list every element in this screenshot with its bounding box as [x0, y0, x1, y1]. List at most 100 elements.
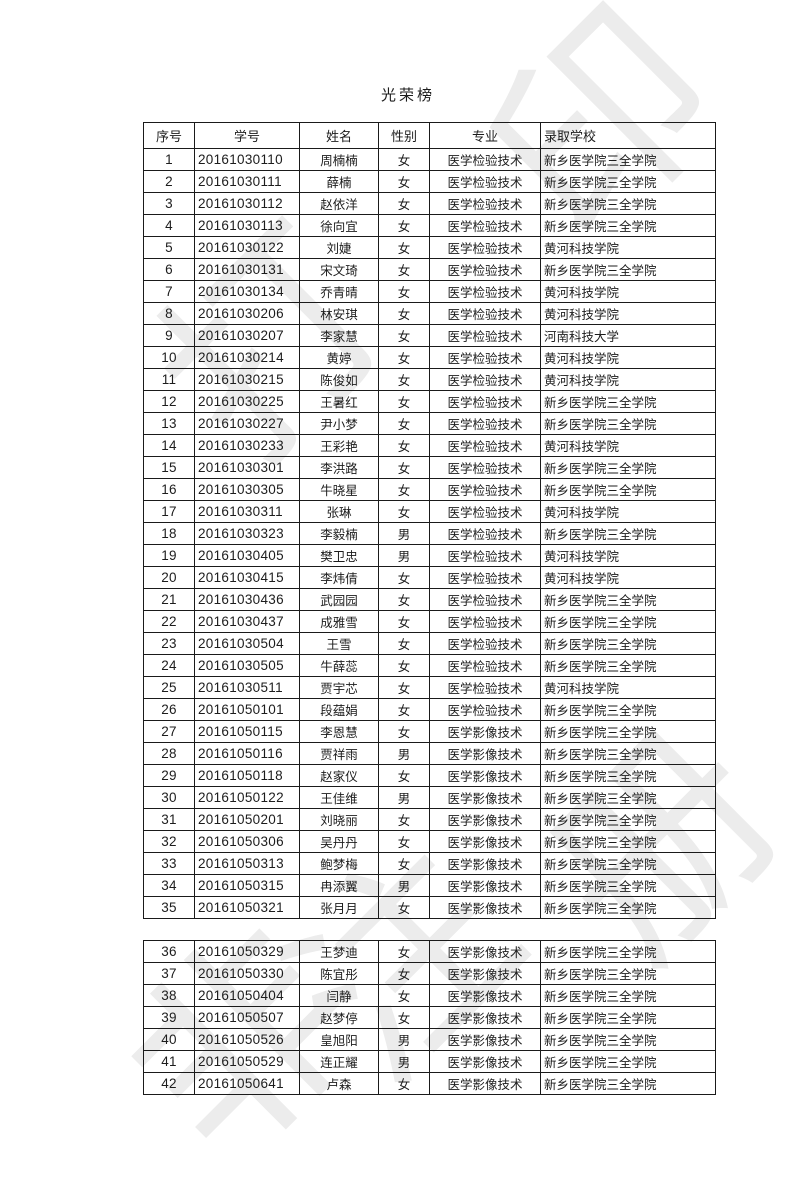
cell-school: 新乡医学院三全学院	[540, 786, 716, 809]
cell-gender: 女	[378, 962, 430, 985]
cell-gender: 女	[378, 236, 430, 259]
cell-serial: 32	[143, 830, 195, 853]
cell-student-id: 20161050313	[194, 852, 300, 875]
table-row: 31 20161050201 刘晓丽女医学影像技术 新乡医学院三全学院	[143, 808, 716, 831]
table-row: 42 20161050641 卢森女医学影像技术 新乡医学院三全学院	[143, 1072, 716, 1095]
cell-major: 医学影像技术	[429, 874, 541, 897]
cell-serial: 29	[143, 764, 195, 787]
cell-gender: 女	[378, 456, 430, 479]
cell-school: 新乡医学院三全学院	[540, 720, 716, 743]
table-row: 30 20161050122 王佳维男医学影像技术 新乡医学院三全学院	[143, 786, 716, 809]
cell-gender: 女	[378, 588, 430, 611]
table-row: 19 20161030405 樊卫忠男医学检验技术 黄河科技学院	[143, 544, 716, 567]
table-row: 10 20161030214 黄婷女医学检验技术 黄河科技学院	[143, 346, 716, 369]
cell-major: 医学影像技术	[429, 720, 541, 743]
cell-serial: 17	[143, 500, 195, 523]
cell-school: 新乡医学院三全学院	[540, 522, 716, 545]
cell-gender: 女	[378, 192, 430, 215]
cell-school: 新乡医学院三全学院	[540, 1072, 716, 1095]
honor-roll-table-lower: 36 20161050329 王梦迪女医学影像技术 新乡医学院三全学院 37 201610…	[143, 940, 716, 1095]
table-row: 22 20161030437 成雅雪女医学检验技术 新乡医学院三全学院	[143, 610, 716, 633]
cell-major: 医学检验技术	[429, 170, 541, 193]
table-row: 29 20161050118 赵家仪女医学影像技术 新乡医学院三全学院	[143, 764, 716, 787]
table-row: 36 20161050329 王梦迪女医学影像技术 新乡医学院三全学院	[143, 940, 716, 963]
cell-name: 连正耀	[299, 1050, 379, 1073]
table-row: 28 20161050116 贾祥雨男医学影像技术 新乡医学院三全学院	[143, 742, 716, 765]
cell-serial: 37	[143, 962, 195, 985]
cell-student-id: 20161030207	[194, 324, 300, 347]
cell-student-id: 20161030436	[194, 588, 300, 611]
table-row: 39 20161050507 赵梦停女医学影像技术 新乡医学院三全学院	[143, 1006, 716, 1029]
cell-name: 王佳维	[299, 786, 379, 809]
cell-major: 医学检验技术	[429, 654, 541, 677]
cell-school: 新乡医学院三全学院	[540, 610, 716, 633]
cell-school: 新乡医学院三全学院	[540, 412, 716, 435]
cell-school: 新乡医学院三全学院	[540, 456, 716, 479]
cell-name: 李洪路	[299, 456, 379, 479]
cell-gender: 女	[378, 632, 430, 655]
cell-student-id: 20161050306	[194, 830, 300, 853]
cell-gender: 女	[378, 984, 430, 1007]
column-header-school: 录取学校	[540, 122, 716, 149]
cell-student-id: 20161050529	[194, 1050, 300, 1073]
cell-school: 新乡医学院三全学院	[540, 940, 716, 963]
cell-name: 吴丹丹	[299, 830, 379, 853]
table-row: 17 20161030311 张琳女医学检验技术 黄河科技学院	[143, 500, 716, 523]
cell-school: 黄河科技学院	[540, 368, 716, 391]
cell-serial: 3	[143, 192, 195, 215]
table-row: 11 20161030215 陈俊如女医学检验技术 黄河科技学院	[143, 368, 716, 391]
cell-student-id: 20161050115	[194, 720, 300, 743]
table-row: 37 20161050330 陈宜彤女医学影像技术 新乡医学院三全学院	[143, 962, 716, 985]
cell-student-id: 20161030111	[194, 170, 300, 193]
cell-name: 冉添翼	[299, 874, 379, 897]
cell-name: 卢森	[299, 1072, 379, 1095]
cell-major: 医学检验技术	[429, 412, 541, 435]
cell-gender: 女	[378, 346, 430, 369]
cell-gender: 女	[378, 478, 430, 501]
cell-serial: 10	[143, 346, 195, 369]
cell-major: 医学影像技术	[429, 1072, 541, 1095]
table-row: 12 20161030225 王暑红女医学检验技术 新乡医学院三全学院	[143, 390, 716, 413]
cell-gender: 女	[378, 412, 430, 435]
cell-name: 赵梦停	[299, 1006, 379, 1029]
cell-serial: 31	[143, 808, 195, 831]
cell-major: 医学检验技术	[429, 544, 541, 567]
cell-name: 鲍梦梅	[299, 852, 379, 875]
cell-student-id: 20161050526	[194, 1028, 300, 1051]
cell-school: 新乡医学院三全学院	[540, 1028, 716, 1051]
cell-student-id: 20161050315	[194, 874, 300, 897]
table-row: 3 20161030112 赵依洋女医学检验技术 新乡医学院三全学院	[143, 192, 716, 215]
table-row: 41 20161050529 连正耀男医学影像技术 新乡医学院三全学院	[143, 1050, 716, 1073]
cell-school: 新乡医学院三全学院	[540, 1006, 716, 1029]
cell-name: 赵家仪	[299, 764, 379, 787]
cell-student-id: 20161030311	[194, 500, 300, 523]
table-row: 33 20161050313 鲍梦梅女医学影像技术 新乡医学院三全学院	[143, 852, 716, 875]
cell-student-id: 20161030505	[194, 654, 300, 677]
cell-serial: 1	[143, 148, 195, 171]
cell-student-id: 20161030233	[194, 434, 300, 457]
table-row: 20 20161030415 李炜倩女医学检验技术 黄河科技学院	[143, 566, 716, 589]
cell-student-id: 20161030405	[194, 544, 300, 567]
cell-serial: 36	[143, 940, 195, 963]
table-row: 8 20161030206 林安琪女医学检验技术 黄河科技学院	[143, 302, 716, 325]
cell-gender: 女	[378, 280, 430, 303]
table-row: 32 20161050306 吴丹丹女医学影像技术 新乡医学院三全学院	[143, 830, 716, 853]
cell-serial: 6	[143, 258, 195, 281]
cell-major: 医学检验技术	[429, 236, 541, 259]
table-row: 25 20161030511 贾宇芯女医学检验技术 黄河科技学院	[143, 676, 716, 699]
cell-serial: 9	[143, 324, 195, 347]
cell-name: 王彩艳	[299, 434, 379, 457]
column-header-name: 姓名	[299, 122, 379, 149]
cell-school: 黄河科技学院	[540, 236, 716, 259]
cell-name: 李恩慧	[299, 720, 379, 743]
cell-serial: 39	[143, 1006, 195, 1029]
cell-gender: 女	[378, 258, 430, 281]
cell-serial: 33	[143, 852, 195, 875]
cell-gender: 男	[378, 874, 430, 897]
cell-student-id: 20161050118	[194, 764, 300, 787]
cell-student-id: 20161030131	[194, 258, 300, 281]
cell-major: 医学检验技术	[429, 566, 541, 589]
cell-major: 医学检验技术	[429, 390, 541, 413]
cell-student-id: 20161030225	[194, 390, 300, 413]
cell-student-id: 20161030511	[194, 676, 300, 699]
